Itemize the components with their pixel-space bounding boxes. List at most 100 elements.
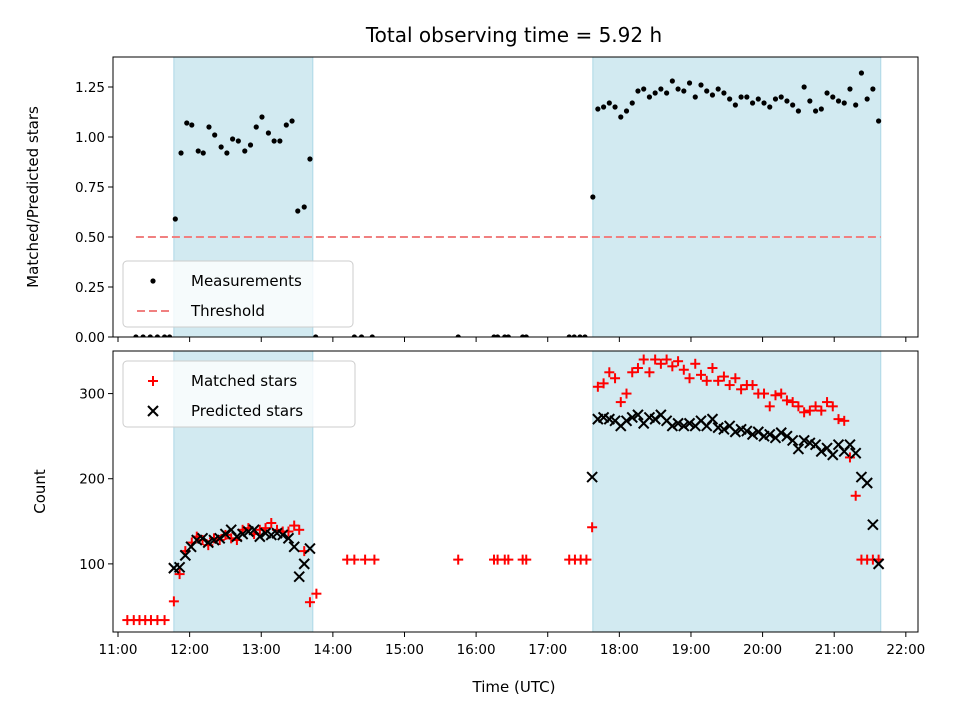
legend-label: Matched stars [191,372,297,390]
data-point [810,401,821,412]
data-point [503,554,514,565]
series-measurements [133,70,882,337]
x-axis-label: Time (UTC) [472,678,556,696]
data-point [214,535,225,546]
data-point [776,388,787,399]
data-point [140,334,146,337]
data-point [298,558,310,570]
axes-frame [112,350,919,633]
data-point [661,354,672,365]
data-point [749,100,756,106]
data-point [196,532,209,545]
data-point [606,100,612,106]
data-point [692,94,698,100]
legend-label: Measurements [191,272,302,290]
data-point [759,388,770,399]
data-point [260,523,271,534]
legend-box [122,360,356,428]
x-tick-label: 17:00 [528,642,567,658]
data-point [858,70,865,76]
data-point [289,520,300,531]
data-point [684,373,695,384]
data-point [615,397,626,408]
data-point [730,373,741,384]
data-point [612,104,618,110]
data-point [214,532,226,545]
data-point [686,80,693,86]
legend-label: Threshold [190,302,265,320]
data-point [259,114,265,120]
data-point [744,94,750,100]
x-tick-label: 13:00 [242,642,281,658]
observing-interval-1 [592,350,882,633]
data-point [876,118,882,124]
data-point [812,108,819,114]
data-point [212,132,218,138]
data-point [849,447,862,459]
data-point [242,148,248,154]
y-axis-label: Matched/Predicted stars [24,106,42,288]
series-matched-stars [122,354,884,626]
data-point [168,596,179,607]
data-point [179,549,192,562]
data-point [853,102,859,108]
data-point [835,98,842,104]
data-point [610,373,621,384]
data-point [133,334,139,337]
x-tick-label: 15:00 [385,642,424,658]
data-point [566,334,572,337]
data-point [718,423,730,436]
data-point [841,100,847,106]
data-point [369,554,380,565]
y-tick-label: 300 [79,387,105,403]
data-point [629,100,635,106]
data-point [781,395,792,406]
data-point [804,405,815,416]
data-point [455,334,461,337]
data-point [635,88,641,94]
data-point [586,471,598,483]
data-point [174,569,185,580]
data-point [154,334,161,337]
data-point [747,380,758,391]
data-point [369,334,375,337]
data-point [311,588,322,599]
data-point [746,428,759,441]
data-point [872,558,885,570]
data-point [667,361,678,372]
data-point [224,150,230,156]
data-point [288,541,300,553]
data-point [650,354,661,365]
data-point [641,86,647,92]
legend-box [122,260,354,328]
data-point [236,528,249,540]
legend: Matched stars Predicted stars [122,360,356,428]
data-point [864,96,870,102]
data-point [715,86,721,92]
data-point [577,334,583,337]
data-point [799,407,810,418]
data-point [850,490,861,501]
data-point [206,124,212,130]
data-point [632,363,643,374]
data-point [592,381,603,392]
y-tick-label: 0.25 [75,280,105,296]
data-point [713,375,724,386]
plot-area [122,354,885,626]
data-point [801,84,807,90]
data-point [678,420,690,432]
data-point [582,334,588,337]
data-point [646,94,653,100]
y-tick-label: 1.25 [75,80,105,96]
data-point [265,130,272,136]
x-tick-label: 12:00 [170,642,209,658]
data-point [761,100,767,106]
data-point [706,413,719,425]
data-point [623,108,630,114]
data-point [664,90,670,96]
data-point [161,334,168,337]
data-point [770,390,781,401]
data-point [681,88,687,94]
data-point [230,136,236,142]
series-predicted-stars [168,409,885,583]
